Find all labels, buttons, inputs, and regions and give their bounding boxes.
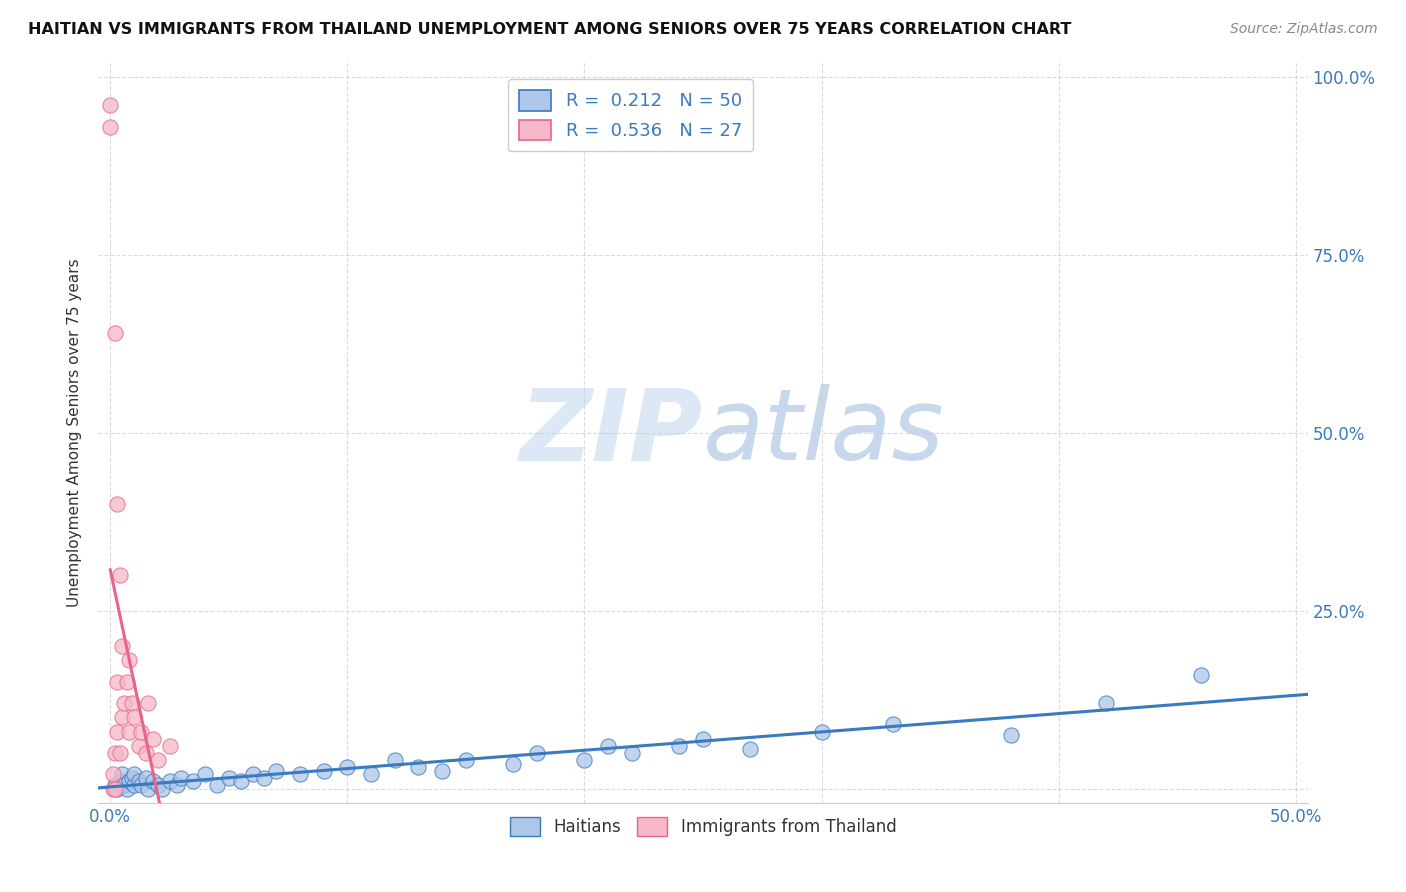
Point bbox=[166, 778, 188, 792]
Point bbox=[98, 98, 121, 112]
Point bbox=[142, 731, 165, 746]
Point bbox=[108, 568, 131, 582]
Point bbox=[114, 696, 136, 710]
Point bbox=[111, 767, 134, 781]
Text: Source: ZipAtlas.com: Source: ZipAtlas.com bbox=[1230, 22, 1378, 37]
Point bbox=[129, 724, 152, 739]
Point bbox=[1189, 667, 1212, 681]
Text: ZIP: ZIP bbox=[520, 384, 703, 481]
Point bbox=[205, 778, 228, 792]
Point bbox=[118, 774, 141, 789]
Point bbox=[114, 778, 136, 792]
Point bbox=[181, 774, 204, 789]
Point bbox=[105, 674, 128, 689]
Point bbox=[312, 764, 335, 778]
Point bbox=[170, 771, 193, 785]
Point bbox=[668, 739, 690, 753]
Point bbox=[104, 326, 127, 340]
Point bbox=[882, 717, 904, 731]
Point bbox=[121, 771, 143, 785]
Text: HAITIAN VS IMMIGRANTS FROM THAILAND UNEMPLOYMENT AMONG SENIORS OVER 75 YEARS COR: HAITIAN VS IMMIGRANTS FROM THAILAND UNEM… bbox=[28, 22, 1071, 37]
Point bbox=[111, 639, 134, 653]
Point bbox=[129, 778, 152, 792]
Point bbox=[136, 781, 159, 796]
Point bbox=[692, 731, 714, 746]
Point bbox=[111, 710, 134, 724]
Point bbox=[810, 724, 832, 739]
Point bbox=[105, 781, 128, 796]
Point bbox=[122, 767, 145, 781]
Point bbox=[432, 764, 454, 778]
Text: atlas: atlas bbox=[703, 384, 945, 481]
Point bbox=[574, 753, 596, 767]
Legend: Haitians, Immigrants from Thailand: Haitians, Immigrants from Thailand bbox=[503, 810, 903, 843]
Point bbox=[105, 724, 128, 739]
Point bbox=[128, 739, 150, 753]
Point bbox=[159, 774, 181, 789]
Point bbox=[408, 760, 430, 774]
Point bbox=[146, 753, 169, 767]
Point bbox=[111, 778, 134, 792]
Point bbox=[115, 674, 138, 689]
Y-axis label: Unemployment Among Seniors over 75 years: Unemployment Among Seniors over 75 years bbox=[67, 259, 83, 607]
Point bbox=[152, 781, 174, 796]
Point bbox=[108, 774, 131, 789]
Point bbox=[121, 696, 143, 710]
Point bbox=[194, 767, 217, 781]
Point bbox=[105, 497, 128, 511]
Point bbox=[598, 739, 620, 753]
Point bbox=[454, 753, 477, 767]
Point bbox=[1000, 728, 1022, 742]
Point bbox=[264, 764, 287, 778]
Point bbox=[101, 767, 124, 781]
Point bbox=[146, 778, 169, 792]
Point bbox=[135, 771, 157, 785]
Point bbox=[288, 767, 311, 781]
Point bbox=[740, 742, 762, 756]
Point bbox=[108, 746, 131, 760]
Point bbox=[218, 771, 240, 785]
Point bbox=[159, 739, 181, 753]
Point bbox=[229, 774, 252, 789]
Point bbox=[104, 746, 127, 760]
Point bbox=[122, 778, 145, 792]
Point bbox=[115, 781, 138, 796]
Point bbox=[135, 746, 157, 760]
Point bbox=[336, 760, 359, 774]
Point bbox=[384, 753, 406, 767]
Point bbox=[101, 781, 124, 796]
Point bbox=[104, 781, 127, 796]
Point bbox=[526, 746, 548, 760]
Point bbox=[136, 696, 159, 710]
Point bbox=[118, 653, 141, 667]
Point bbox=[360, 767, 382, 781]
Point bbox=[502, 756, 524, 771]
Point bbox=[118, 724, 141, 739]
Point bbox=[620, 746, 643, 760]
Point bbox=[122, 710, 145, 724]
Point bbox=[1095, 696, 1118, 710]
Point bbox=[104, 778, 127, 792]
Point bbox=[242, 767, 264, 781]
Point bbox=[98, 120, 121, 134]
Point bbox=[142, 774, 165, 789]
Point bbox=[128, 774, 150, 789]
Point bbox=[253, 771, 276, 785]
